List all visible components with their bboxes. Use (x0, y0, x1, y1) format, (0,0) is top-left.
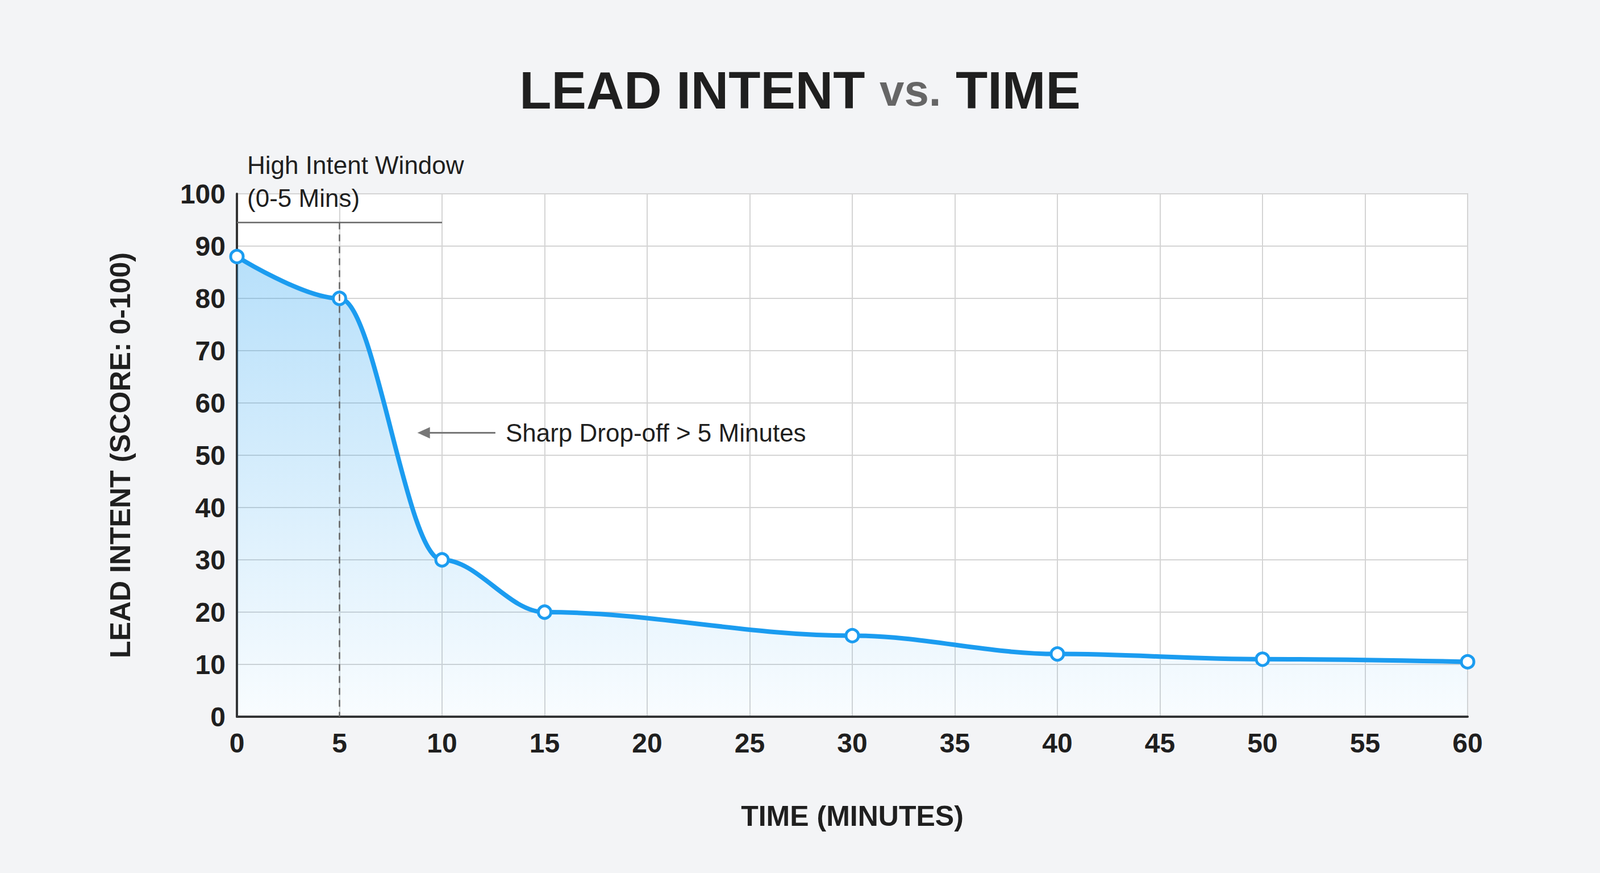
svg-text:35: 35 (939, 727, 970, 758)
svg-text:40: 40 (1042, 727, 1073, 758)
svg-text:45: 45 (1144, 727, 1175, 758)
svg-text:20: 20 (631, 727, 662, 758)
svg-text:vs.: vs. (879, 65, 941, 116)
svg-text:30: 30 (195, 544, 226, 575)
svg-text:TIME (MINUTES): TIME (MINUTES) (740, 800, 964, 832)
svg-text:0: 0 (210, 701, 226, 732)
svg-text:100: 100 (180, 178, 226, 210)
svg-text:50: 50 (195, 440, 226, 471)
svg-text:25: 25 (734, 727, 765, 758)
svg-text:60: 60 (195, 388, 226, 419)
svg-text:High Intent Window: High Intent Window (247, 151, 465, 179)
svg-text:20: 20 (195, 597, 226, 628)
svg-text:Sharp Drop-off > 5 Minutes: Sharp Drop-off > 5 Minutes (505, 418, 807, 447)
svg-text:LEAD INTENT (SCORE: 0-100): LEAD INTENT (SCORE: 0-100) (104, 252, 137, 658)
svg-text:LEAD: LEAD (519, 61, 662, 120)
svg-text:60: 60 (1452, 727, 1483, 758)
svg-text:5: 5 (331, 727, 348, 758)
svg-text:40: 40 (195, 492, 226, 523)
svg-text:30: 30 (836, 727, 868, 758)
svg-text:(0-5 Mins): (0-5 Mins) (247, 184, 360, 212)
svg-text:80: 80 (195, 283, 226, 314)
svg-text:10: 10 (195, 649, 226, 680)
svg-text:90: 90 (195, 231, 226, 262)
svg-text:70: 70 (195, 335, 226, 366)
svg-text:15: 15 (529, 727, 560, 758)
svg-text:INTENT: INTENT (676, 61, 865, 120)
svg-text:10: 10 (426, 727, 457, 758)
svg-text:0: 0 (229, 727, 245, 758)
svg-text:TIME: TIME (955, 61, 1081, 120)
svg-text:55: 55 (1350, 727, 1381, 758)
svg-text:50: 50 (1247, 727, 1278, 758)
